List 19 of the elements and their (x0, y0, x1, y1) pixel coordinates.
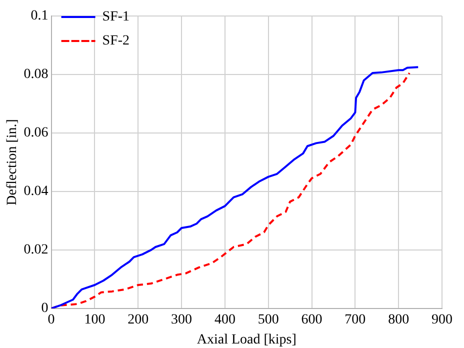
x-tick-label: 600 (301, 312, 322, 328)
x-tick-label: 100 (84, 312, 106, 328)
x-tick-label: 700 (344, 312, 366, 328)
y-axis-title: Deflection [in.] (5, 119, 20, 206)
y-tick-label: 0 (41, 301, 48, 316)
legend-label: SF-1 (102, 10, 130, 25)
x-tick-label: 200 (128, 312, 149, 328)
y-tick-label: 0.06 (24, 126, 48, 141)
legend-label: SF-2 (102, 34, 130, 49)
x-tick-label: 900 (432, 312, 452, 328)
x-tick-label: 400 (214, 312, 236, 328)
y-tick-label: 0.1 (30, 8, 48, 24)
x-tick-label: 300 (171, 312, 192, 328)
y-tick-label: 0.08 (24, 67, 48, 82)
x-axis-title: Axial Load [kips] (196, 332, 296, 348)
y-tick-label: 0.04 (24, 184, 48, 200)
y-tick-label: 0.02 (24, 242, 48, 258)
x-tick-label: 500 (258, 312, 279, 328)
x-tick-label: 800 (388, 312, 410, 328)
